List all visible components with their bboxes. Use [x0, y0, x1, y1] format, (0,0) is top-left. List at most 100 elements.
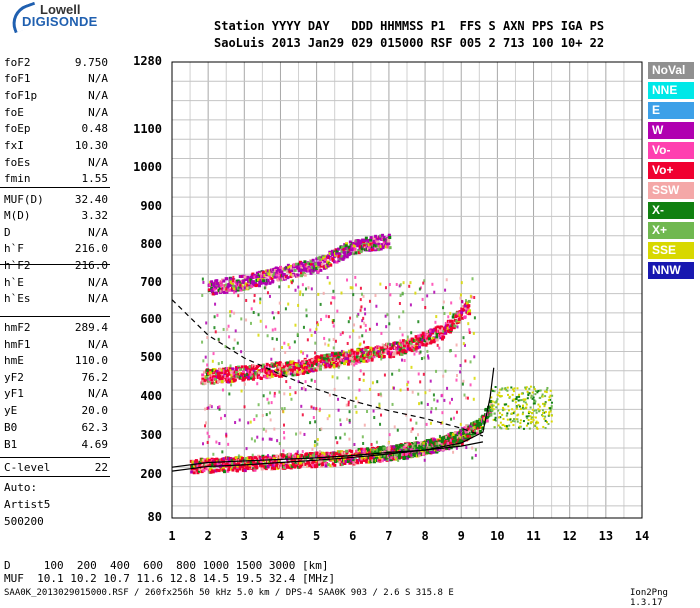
echo-mark	[277, 459, 280, 463]
echo-mark	[290, 281, 293, 285]
echo-mark	[246, 286, 249, 290]
param-row: MUF(D) 32.40	[4, 193, 108, 206]
echo-mark	[425, 341, 429, 345]
echo-mark	[336, 309, 339, 313]
echo-mark	[277, 276, 280, 280]
echo-mark	[218, 442, 221, 446]
echo-mark	[231, 468, 235, 472]
echo-mark	[372, 245, 376, 249]
param-value: N/A	[88, 276, 108, 289]
param-row: D N/A	[4, 226, 108, 239]
echo-mark	[236, 341, 239, 345]
param-value: N/A	[88, 156, 108, 169]
echo-mark	[336, 376, 339, 380]
echo-mark	[208, 435, 211, 439]
echo-mark	[252, 369, 256, 373]
echo-mark	[418, 351, 421, 355]
echo-mark	[300, 274, 304, 278]
echo-mark	[273, 427, 276, 431]
echo-mark	[263, 274, 267, 278]
echo-mark	[225, 290, 229, 294]
echo-mark	[467, 304, 471, 308]
echo-mark	[421, 452, 424, 456]
echo-mark	[463, 438, 467, 442]
echo-mark	[417, 334, 421, 338]
echo-mark	[448, 401, 451, 405]
echo-mark	[468, 328, 471, 332]
echo-mark	[303, 273, 307, 277]
echo-mark	[525, 415, 528, 418]
echo-mark	[418, 454, 421, 458]
echo-mark	[214, 291, 218, 295]
x-tick-label: 4	[276, 529, 285, 543]
echo-mark	[298, 260, 302, 264]
echo-mark	[377, 452, 381, 456]
echo-mark	[311, 461, 315, 465]
echo-mark	[419, 286, 422, 290]
param-row: foF1p N/A	[4, 89, 108, 102]
echo-mark	[510, 386, 513, 389]
echo-mark	[403, 359, 406, 363]
echo-mark	[515, 418, 518, 421]
param-key: h`F2	[4, 259, 31, 272]
echo-mark	[374, 352, 378, 356]
echo-mark	[249, 321, 252, 325]
echo-mark	[322, 255, 326, 259]
echo-mark	[538, 410, 541, 413]
echo-mark	[273, 268, 277, 272]
echo-mark	[329, 357, 333, 361]
echo-mark	[215, 279, 219, 283]
echo-mark	[272, 268, 276, 272]
echo-mark	[267, 460, 271, 464]
echo-mark	[336, 360, 340, 364]
legend-item: Vo+	[648, 162, 694, 179]
echo-mark	[410, 349, 414, 353]
echo-mark	[216, 313, 219, 317]
echo-mark	[304, 453, 308, 457]
echo-mark	[308, 463, 312, 467]
echo-mark	[215, 370, 219, 374]
echo-mark	[371, 459, 375, 463]
echo-mark	[278, 301, 281, 305]
echo-mark	[300, 261, 304, 265]
echo-mark	[273, 394, 276, 398]
param-value: N/A	[88, 226, 108, 239]
echo-mark	[245, 466, 249, 470]
echo-mark	[282, 410, 285, 414]
echo-mark	[532, 416, 535, 419]
echo-mark	[545, 391, 548, 394]
echo-mark	[231, 379, 235, 383]
echo-mark	[508, 395, 511, 398]
echo-mark	[421, 342, 425, 346]
echo-mark	[379, 234, 383, 238]
echo-mark	[353, 247, 357, 251]
echo-mark	[345, 255, 349, 259]
echo-mark	[439, 336, 443, 340]
echo-mark	[216, 462, 220, 466]
echo-mark	[233, 291, 236, 295]
echo-mark	[532, 396, 535, 399]
echo-mark	[310, 465, 314, 469]
x-tick-label: 13	[598, 529, 614, 543]
echo-mark	[367, 239, 371, 243]
echo-mark	[396, 346, 399, 350]
echo-mark	[306, 264, 310, 268]
separator	[0, 264, 110, 265]
echo-mark	[293, 368, 297, 372]
echo-mark	[375, 440, 378, 444]
echo-mark	[402, 344, 406, 348]
echo-mark	[364, 457, 368, 461]
echo-mark	[316, 270, 320, 274]
echo-mark	[287, 372, 291, 376]
echo-mark	[528, 427, 531, 430]
echo-mark	[335, 252, 339, 256]
echo-mark	[365, 359, 369, 363]
echo-mark	[419, 337, 423, 341]
echo-mark	[314, 420, 317, 424]
echo-mark	[337, 254, 341, 258]
echo-mark	[473, 296, 476, 300]
echo-mark	[505, 388, 508, 391]
echo-mark	[525, 424, 528, 427]
echo-mark	[205, 467, 209, 471]
echo-mark	[522, 420, 525, 423]
